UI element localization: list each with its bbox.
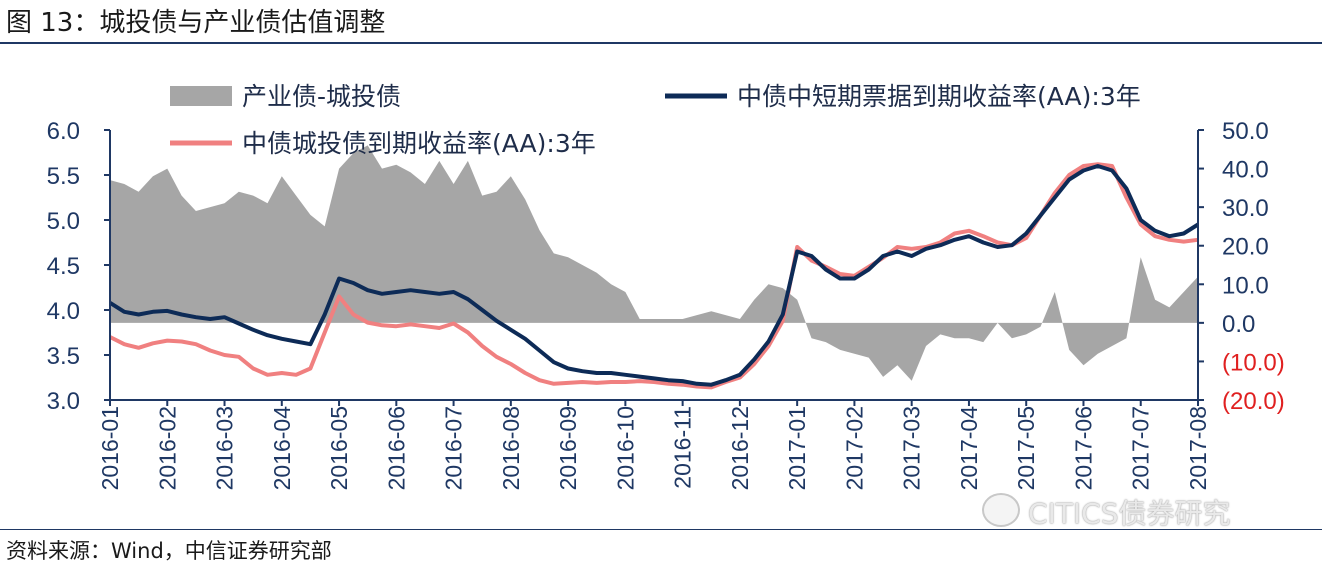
right-tick-label: 10.0 [1222, 272, 1269, 299]
title-rule [0, 42, 1322, 44]
x-tick-label: 2017-02 [841, 406, 867, 490]
x-tick-label: 2016-02 [154, 406, 180, 490]
legend-item-lgfv: 中债城投债到期收益率(AA):3年 [170, 129, 596, 158]
x-tick-label: 2017-01 [784, 406, 810, 490]
right-tick-label: (10.0) [1222, 349, 1285, 376]
legend-item-spread: 产业债-城投债 [170, 82, 401, 111]
right-tick-label: 30.0 [1222, 195, 1269, 222]
watermark: CITICS债券研究 [982, 492, 1231, 532]
area-series-spread [110, 145, 1198, 381]
legend-swatch-area [170, 86, 232, 106]
left-tick-label: 3.0 [47, 388, 80, 415]
line-layer [108, 162, 1200, 390]
legend: 产业债-城投债 中债中短期票据到期收益率(AA):3年中债城投债到期收益率(AA)… [170, 82, 1141, 158]
left-tick-label: 6.0 [47, 118, 80, 145]
x-tick-label: 2016-07 [441, 406, 467, 490]
x-tick-label: 2017-05 [1013, 406, 1039, 490]
x-tick-label: 2016-04 [269, 406, 295, 491]
x-tick-label: 2017-03 [899, 406, 925, 490]
left-tick-label: 5.0 [47, 208, 80, 235]
left-tick-label: 5.5 [47, 163, 80, 190]
x-tick-label: 2017-06 [1070, 406, 1096, 490]
legend-label: 产业债-城投债 [242, 82, 401, 111]
x-tick-label: 2016-11 [670, 406, 696, 489]
right-tick-label: 0.0 [1222, 311, 1255, 338]
left-tick-label: 3.5 [47, 343, 80, 370]
area-layer [110, 145, 1198, 381]
right-tick-label: 50.0 [1222, 118, 1269, 145]
line-series-mtn-yield [108, 164, 1200, 387]
x-tick-label: 2016-12 [727, 406, 753, 490]
x-tick-label: 2016-08 [498, 406, 524, 490]
x-tick-label: 2016-09 [555, 406, 581, 490]
left-tick-label: 4.5 [47, 253, 80, 280]
x-tick-label: 2016-05 [326, 406, 352, 490]
left-tick-label: 4.0 [47, 298, 80, 325]
x-tick-label: 2016-03 [212, 406, 238, 490]
legend-label: 中债中短期票据到期收益率(AA):3年 [737, 82, 1141, 111]
watermark-text: CITICS债券研究 [1028, 497, 1231, 530]
legend-label: 中债城投债到期收益率(AA):3年 [242, 129, 596, 158]
x-tick-label: 2016-06 [383, 406, 409, 490]
x-tick-label: 2017-07 [1128, 406, 1154, 490]
x-tick-label: 2017-04 [956, 406, 982, 491]
figure-title: 图 13：城投债与产业债估值调整 [6, 8, 386, 38]
x-tick-label: 2016-10 [612, 406, 638, 490]
right-tick-label: 20.0 [1222, 234, 1269, 261]
right-tick-label: (20.0) [1222, 388, 1285, 415]
source-note: 资料来源：Wind，中信证券研究部 [6, 539, 332, 563]
legend-item-mtn: 中债中短期票据到期收益率(AA):3年 [665, 82, 1141, 111]
right-tick-label: 40.0 [1222, 157, 1269, 184]
axis-layer: 3.0 3.5 4.0 4.5 5.0 5.5 6.0 (20.0) (10.0) 0.0 10.0… [47, 118, 1285, 490]
x-tick-label: 2017-08 [1185, 406, 1211, 490]
bottom-rule [0, 529, 1322, 530]
x-tick-label: 2016-01 [97, 406, 123, 490]
wechat-icon [982, 493, 1020, 527]
